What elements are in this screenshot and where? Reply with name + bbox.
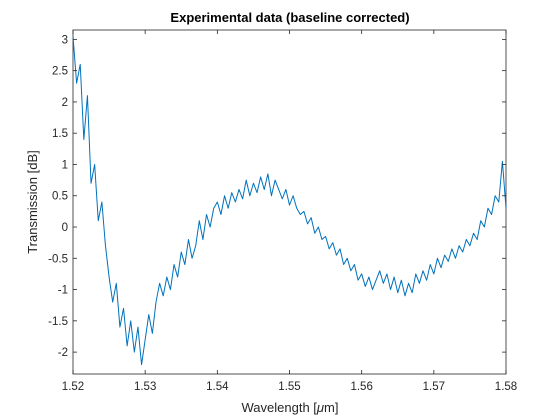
- y-tick-label: 2.5: [52, 66, 68, 78]
- chart-title: Experimental data (baseline corrected): [170, 10, 409, 25]
- series-line: [72, 36, 507, 366]
- x-axis-label-unit: μ: [316, 400, 324, 415]
- y-axis-label: Transmission [dB]: [25, 150, 40, 254]
- x-tick-label: 1.52: [62, 381, 84, 393]
- y-tick-label: 0: [62, 222, 68, 234]
- x-axis-label: Wavelength [μm]: [242, 400, 339, 415]
- x-tick-label: 1.58: [495, 381, 517, 393]
- x-tick-label: 1.56: [350, 381, 372, 393]
- x-tick-label: 1.53: [134, 381, 156, 393]
- x-axis-label-suffix: m]: [324, 400, 338, 415]
- axes-frame: [72, 29, 507, 375]
- y-tick-label: -1: [58, 285, 68, 297]
- x-tick-label: 1.57: [423, 381, 445, 393]
- y-tick-label: -1.5: [48, 316, 68, 328]
- x-axis-ticks: 1.52 1.53 1.54 1.55 1.56 1.57 1.58: [62, 30, 517, 393]
- x-axis-label-prefix: Wavelength [: [242, 400, 318, 415]
- y-tick-label: 0.5: [52, 191, 68, 203]
- y-tick-label: 1.5: [52, 128, 68, 140]
- plot-area: [72, 29, 507, 375]
- y-axis-ticks: -2 -1.5 -1 -0.5 0 0.5 1 1.5 2 2.5 3: [48, 34, 506, 359]
- x-tick-label: 1.55: [278, 381, 300, 393]
- y-tick-label: 1: [62, 159, 68, 171]
- y-tick-label: 3: [62, 34, 68, 46]
- series-group: [72, 36, 507, 366]
- y-tick-label: -2: [58, 347, 68, 359]
- x-tick-label: 1.54: [206, 381, 229, 393]
- y-tick-label: -0.5: [48, 253, 68, 265]
- y-tick-label: 2: [62, 97, 68, 109]
